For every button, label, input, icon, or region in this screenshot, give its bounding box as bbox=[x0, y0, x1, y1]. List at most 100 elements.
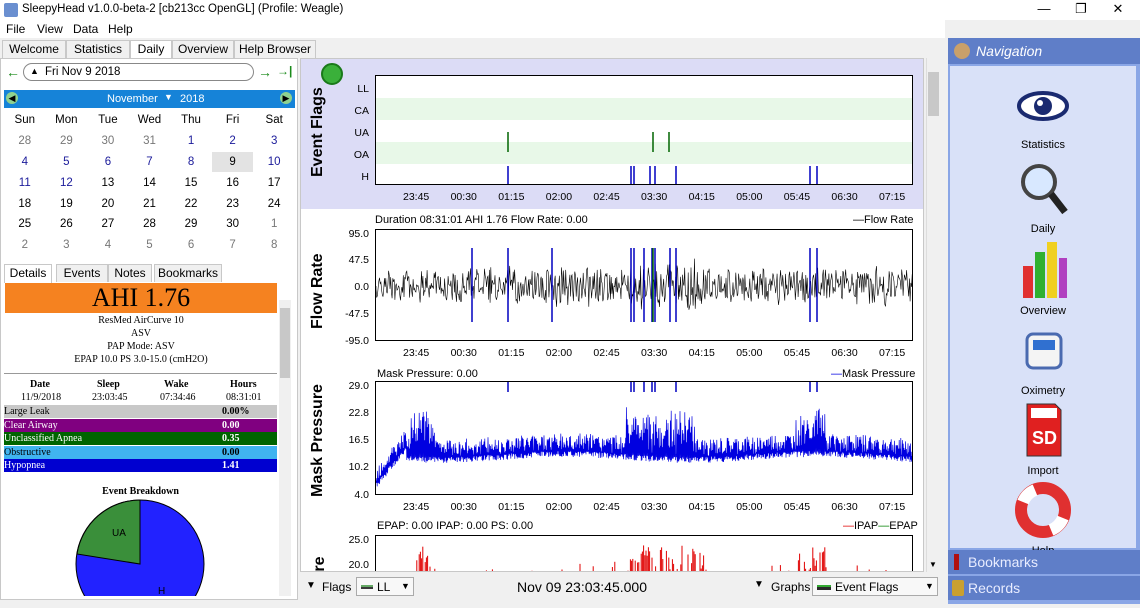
menu-data[interactable]: Data bbox=[73, 22, 99, 36]
tab-events[interactable]: Events bbox=[56, 264, 108, 282]
nav-records[interactable]: Records bbox=[948, 576, 1140, 600]
calendar-day-selected[interactable]: 9 bbox=[211, 151, 254, 173]
pin-icon[interactable] bbox=[321, 63, 343, 85]
calendar-day[interactable]: 3 bbox=[63, 239, 70, 252]
graph-scroll-thumb[interactable] bbox=[928, 72, 939, 116]
calendar-day[interactable]: 5 bbox=[63, 155, 70, 168]
maximize-button[interactable]: ❐ bbox=[1075, 1, 1087, 16]
nav-bookmarks[interactable]: Bookmarks bbox=[948, 550, 1140, 574]
calendar-day[interactable]: 4 bbox=[104, 239, 112, 252]
calendar-day[interactable]: 20 bbox=[101, 197, 115, 210]
machine-mode: ASV bbox=[130, 328, 151, 339]
calendar-month[interactable]: November bbox=[107, 93, 158, 105]
calendar-year[interactable]: 2018 bbox=[180, 93, 205, 105]
graph-area: Event Flags LL CA UA OA H 23:45 00:30 01:1… bbox=[300, 58, 924, 572]
graphs-toggle-icon[interactable]: ▼ bbox=[754, 579, 764, 590]
calendar-header: ◀ November ▼ 2018 ▶ bbox=[4, 90, 295, 108]
calendar-day[interactable]: 31 bbox=[143, 135, 156, 148]
scroll-down-icon[interactable]: ▼ bbox=[929, 560, 937, 569]
flags-dropdown[interactable]: LL ▼ bbox=[356, 577, 414, 596]
calendar-day[interactable]: 27 bbox=[101, 218, 115, 231]
nav-statistics[interactable]: Statistics bbox=[950, 84, 1136, 151]
calendar-day[interactable]: 8 bbox=[270, 239, 278, 252]
calendar-day[interactable]: 8 bbox=[187, 155, 195, 168]
flags-toggle-icon[interactable]: ▼ bbox=[306, 580, 316, 591]
tab-overview[interactable]: Overview bbox=[172, 40, 234, 58]
pie-label-ua: UA bbox=[112, 528, 126, 539]
nav-help[interactable]: Help bbox=[950, 482, 1136, 557]
nav-daily[interactable]: Daily bbox=[950, 160, 1136, 235]
date-expand-icon[interactable]: ▲ bbox=[30, 66, 39, 76]
nav-statistics-label: Statistics bbox=[1020, 139, 1065, 151]
menu-help[interactable]: Help bbox=[108, 22, 133, 36]
x-tick: 07:15 bbox=[879, 501, 906, 513]
calendar-day[interactable]: 25 bbox=[18, 218, 32, 231]
calendar-day[interactable]: 17 bbox=[267, 176, 281, 189]
event-flags-plot bbox=[375, 75, 913, 185]
y-tick: 16.5 bbox=[348, 434, 369, 446]
left-scroll-thumb[interactable] bbox=[280, 308, 290, 378]
calendar-day[interactable]: 29 bbox=[59, 135, 73, 148]
nav-oximetry[interactable]: Oximetry bbox=[950, 324, 1136, 397]
tab-notes[interactable]: Notes bbox=[108, 264, 152, 282]
calendar-day[interactable]: 30 bbox=[226, 218, 239, 231]
calendar-day[interactable]: 10 bbox=[267, 155, 281, 168]
calendar-day[interactable]: 15 bbox=[184, 176, 198, 189]
tab-welcome[interactable]: Welcome bbox=[2, 40, 66, 58]
calendar-day[interactable]: 4 bbox=[21, 155, 28, 168]
x-tick: 02:00 bbox=[545, 501, 573, 513]
next-day-button[interactable]: → bbox=[258, 64, 272, 80]
prev-month-icon[interactable]: ◀ bbox=[6, 92, 18, 104]
graph-scrollbar[interactable]: ▼ bbox=[926, 58, 940, 572]
tab-statistics[interactable]: Statistics bbox=[66, 40, 130, 58]
next-month-icon[interactable]: ▶ bbox=[280, 92, 292, 104]
x-tick: 04:15 bbox=[688, 347, 715, 359]
calendar-day[interactable]: 23 bbox=[226, 197, 239, 210]
calendar-day[interactable]: 22 bbox=[184, 197, 198, 210]
calendar-day[interactable]: 14 bbox=[143, 176, 156, 189]
calendar-day[interactable]: 2 bbox=[229, 135, 236, 148]
calendar-day[interactable]: 6 bbox=[187, 239, 195, 252]
calendar-day[interactable]: 16 bbox=[226, 176, 239, 189]
prev-day-button[interactable]: ← bbox=[6, 64, 20, 80]
calendar-day[interactable]: 12 bbox=[59, 176, 73, 189]
flag-row-label: LL bbox=[357, 83, 369, 95]
y-tick: 4.0 bbox=[354, 489, 369, 501]
left-scrollbar[interactable] bbox=[279, 300, 291, 596]
calendar-day[interactable]: 11 bbox=[18, 176, 31, 189]
menu-view[interactable]: View bbox=[37, 22, 63, 36]
calendar-day[interactable]: 7 bbox=[229, 239, 236, 252]
pie-slice-unclassified bbox=[76, 499, 141, 565]
tab-bookmarks[interactable]: Bookmarks bbox=[154, 264, 222, 282]
calendar-day[interactable]: 26 bbox=[59, 218, 73, 231]
minimize-button[interactable]: — bbox=[1037, 1, 1051, 16]
calendar-day[interactable]: 29 bbox=[184, 218, 198, 231]
nav-import[interactable]: SD Import bbox=[950, 400, 1136, 477]
calendar-day[interactable]: 5 bbox=[146, 239, 153, 252]
calendar-day[interactable]: 28 bbox=[18, 135, 32, 148]
calendar-day[interactable]: 21 bbox=[143, 197, 156, 210]
tab-details[interactable]: Details bbox=[4, 264, 52, 283]
close-button[interactable]: ✕ bbox=[1112, 1, 1124, 16]
calendar-day[interactable]: 7 bbox=[146, 155, 153, 168]
month-dropdown-icon[interactable]: ▼ bbox=[164, 92, 173, 102]
calendar-day[interactable]: 13 bbox=[101, 176, 115, 189]
graphs-dropdown[interactable]: Event Flags ▼ bbox=[812, 577, 938, 596]
title-bar: SleepyHead v1.0.0-beta-2 [cb213cc OpenGL… bbox=[0, 0, 1140, 20]
calendar-day[interactable]: 30 bbox=[101, 135, 115, 148]
calendar-day[interactable]: 19 bbox=[59, 197, 73, 210]
calendar-day[interactable]: 6 bbox=[104, 155, 112, 168]
calendar-day[interactable]: 18 bbox=[18, 197, 32, 210]
menu-file[interactable]: File bbox=[6, 22, 26, 36]
calendar-day[interactable]: 3 bbox=[270, 135, 278, 148]
calendar-day[interactable]: 1 bbox=[270, 218, 278, 231]
nav-overview[interactable]: Overview bbox=[950, 238, 1136, 317]
calendar-day[interactable]: 28 bbox=[143, 218, 156, 231]
date-selector[interactable]: ▲ Fri Nov 9 2018 bbox=[23, 63, 254, 81]
tab-daily[interactable]: Daily bbox=[130, 40, 172, 59]
last-day-button[interactable]: →| bbox=[277, 64, 293, 78]
calendar-day[interactable]: 1 bbox=[187, 135, 195, 148]
calendar-day[interactable]: 2 bbox=[21, 239, 28, 252]
calendar-day[interactable]: 24 bbox=[267, 197, 281, 210]
tab-help-browser[interactable]: Help Browser bbox=[234, 40, 316, 58]
